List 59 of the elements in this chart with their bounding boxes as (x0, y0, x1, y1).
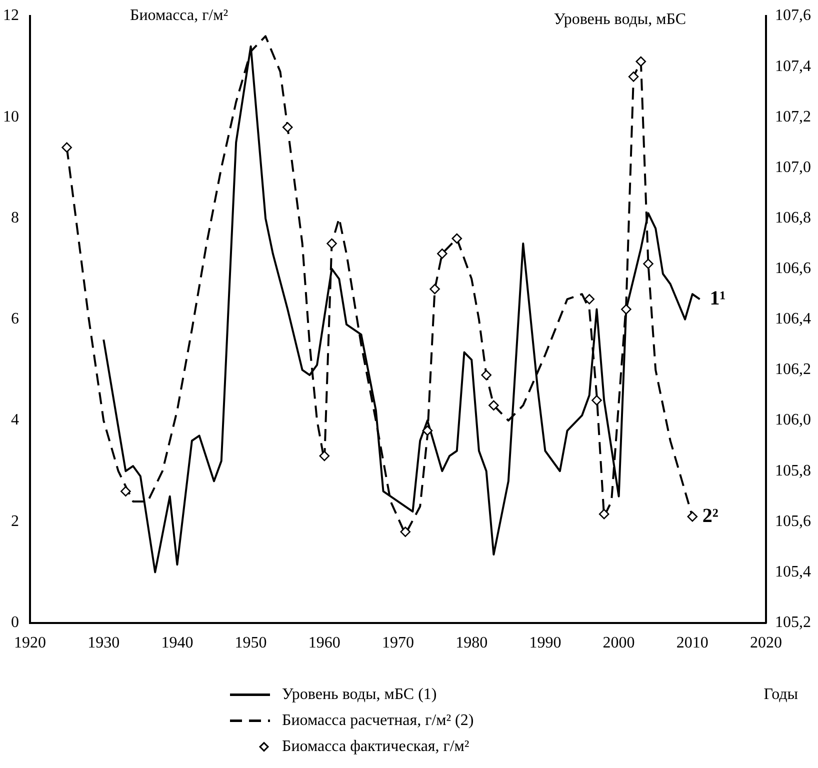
x-tick-label: 1980 (456, 634, 488, 652)
point (430, 284, 440, 294)
x-tick-label: 1950 (234, 634, 267, 652)
point (120, 486, 131, 496)
point (319, 450, 330, 462)
point (437, 248, 448, 259)
point (628, 72, 639, 82)
y2-tick-label: 107,2 (775, 108, 811, 126)
y2-tick-label: 105,4 (775, 563, 811, 580)
y2-tick-label: 107,4 (775, 58, 811, 75)
y-tick-label: 0 (11, 614, 19, 632)
y2-tick-label: 106,2 (775, 361, 811, 378)
x-tick-label: 1920 (14, 634, 46, 652)
point (422, 425, 433, 436)
y2-tick-label: 106,0 (775, 412, 811, 429)
point (62, 142, 72, 153)
legend-label: Биомасса расчетная, г/м² (2) (282, 712, 474, 730)
y-tick-label: 6 (11, 310, 19, 328)
y-tick-label: 10 (3, 108, 19, 126)
point (488, 400, 499, 411)
y2-tick-label: 106,8 (775, 209, 811, 226)
point (326, 238, 337, 249)
legend-label: Уровень воды, мБС (1) (282, 686, 437, 704)
y2-tick-label: 106,4 (775, 310, 811, 328)
annotation: 2² (702, 504, 718, 527)
point (621, 304, 632, 314)
x-tick-label: 1970 (382, 634, 414, 652)
y-tick-label: 4 (11, 412, 19, 429)
x-tick-label: 1940 (161, 634, 194, 652)
point (598, 508, 610, 520)
point (687, 511, 698, 522)
point (636, 56, 646, 67)
y-tick-label: 8 (11, 209, 19, 226)
point (282, 122, 293, 132)
point (481, 370, 492, 380)
y2-tick-label: 105,8 (775, 462, 811, 480)
y2-axis-title: Уровень воды, мБС (554, 11, 686, 28)
y-axis-title: Биомасса, г/м² (130, 7, 228, 24)
y-tick-label: 12 (3, 7, 19, 24)
y2-tick-label: 107,6 (775, 7, 811, 24)
y2-tick-label: 105,6 (775, 512, 811, 530)
point (584, 294, 595, 304)
y2-tick-label: 105,2 (775, 614, 811, 632)
x-tick-label: 1960 (308, 634, 340, 652)
point (452, 233, 462, 244)
x-tick-label: 2000 (602, 634, 635, 652)
legend-label: Биомасса фактическая, г/м² (282, 738, 470, 756)
x-tick-label: 2010 (676, 634, 708, 652)
point (592, 395, 602, 406)
x-tick-label: 2020 (750, 634, 782, 652)
x-axis-title: Годы (764, 686, 798, 704)
x-tick-label: 1990 (529, 634, 562, 652)
y-tick-label: 2 (11, 512, 19, 530)
x-tick-label: 1930 (88, 634, 120, 652)
annotation: 1¹ (710, 287, 726, 310)
point (643, 258, 654, 269)
point (400, 526, 411, 537)
y2-tick-label: 107,0 (775, 158, 811, 176)
y2-tick-label: 106,6 (775, 260, 811, 278)
